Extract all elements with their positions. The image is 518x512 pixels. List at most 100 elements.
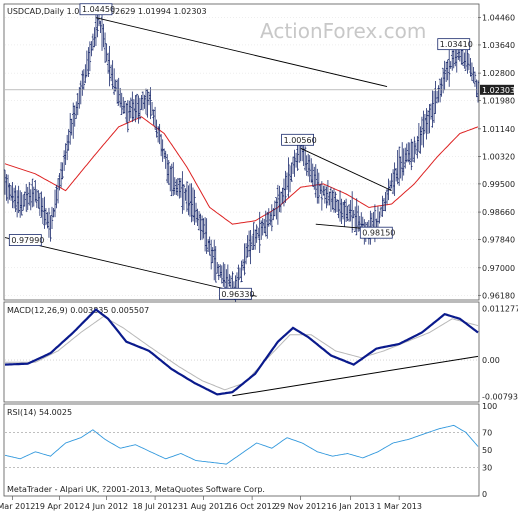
ohlc-bar (65, 134, 69, 161)
ohlc-bar (355, 198, 358, 236)
ohlc-bar (405, 143, 408, 163)
ohlc-bar (199, 213, 202, 241)
ohlc-bar (200, 215, 204, 240)
ohlc-bar (267, 208, 270, 227)
ohlc-bar (346, 205, 349, 222)
ohlc-bar (420, 116, 424, 146)
ohlc-bar (84, 64, 87, 84)
ohlc-bar (47, 207, 51, 238)
annotation-label: 1.04450 (79, 3, 115, 16)
ohlc-bar (305, 155, 308, 176)
ohlc-bar (56, 178, 60, 204)
price-tick-label: 0.97000 (482, 264, 515, 273)
ohlc-bar (15, 190, 19, 218)
ohlc-bar (117, 77, 120, 106)
ohlc-bar (275, 197, 278, 220)
ohlc-bar (25, 183, 28, 212)
ohlc-bar (273, 200, 277, 217)
ohlc-bar (72, 102, 75, 139)
ohlc-bar (400, 142, 404, 181)
macd-y-axis: 0.011277 0.00 -0.007932 (482, 304, 518, 401)
ohlc-bar (269, 212, 272, 226)
ohlc-bar (347, 204, 351, 222)
ohlc-bar (278, 185, 281, 213)
ohlc-bar (126, 100, 129, 133)
ohlc-bar (314, 164, 317, 198)
ohlc-bar (94, 11, 98, 46)
ohlc-bar (223, 263, 227, 290)
trendline (95, 17, 388, 87)
ohlc-bar (191, 187, 195, 222)
x-tick-label: 18 Jul 2012 (132, 502, 177, 511)
ohlc-bar (413, 136, 416, 163)
rsi-levels (5, 432, 478, 468)
ohlc-bar (202, 218, 205, 239)
ohlc-bar (322, 185, 325, 196)
ohlc-bar (55, 184, 58, 209)
price-tick-label: 1.01140 (482, 125, 515, 134)
ohlc-bar (408, 142, 411, 165)
trendline (300, 147, 392, 192)
rsi-tick-label: 30 (482, 464, 492, 473)
ohlc-bar (152, 109, 155, 125)
annotation-label: 1.00560 (281, 133, 317, 146)
ohlc-bar (349, 200, 352, 222)
ohlc-bar (323, 185, 327, 204)
ohlc-bar (129, 97, 133, 119)
ohlc-bar (143, 94, 146, 109)
ohlc-bar (159, 134, 163, 157)
footer-copyright: MetaTrader - Alpari UK, ?2001-2013, Meta… (7, 485, 265, 494)
ohlc-bar (93, 27, 96, 48)
ohlc-bar (326, 179, 330, 206)
ohlc-bar (20, 192, 23, 216)
current-price-box (480, 84, 514, 95)
ohlc-bar (131, 91, 134, 123)
ohlc-bar (206, 239, 210, 252)
ohlc-bar (68, 112, 72, 145)
ohlc-bar (272, 208, 275, 221)
ohlc-bar (137, 95, 140, 124)
ohlc-bar (105, 43, 108, 62)
ohlc-bar (156, 125, 160, 143)
annotation-text: 1.03410 (440, 40, 473, 49)
ohlc-bar (423, 113, 427, 134)
price-y-axis: 1.04460 1.03640 1.02800 1.01980 1.01140 1.003… (478, 13, 515, 300)
ohlc-bar (153, 106, 157, 130)
ohlc-bar (81, 70, 84, 96)
macd-tick-label: 0.00 (482, 356, 500, 365)
ohlc-bar (441, 67, 445, 94)
ohlc-bar (18, 190, 22, 218)
ohlc-bar (335, 198, 339, 213)
ohlc-bar (252, 222, 255, 250)
ohlc-bar (88, 41, 92, 72)
ohlc-bar (114, 79, 117, 92)
annotation-label: 0.97990 (8, 234, 44, 246)
ohlc-bar (11, 181, 14, 209)
annotation-text: 0.96330 (221, 290, 254, 299)
ohlc-bar (410, 138, 413, 171)
ohlc-bar (132, 99, 136, 121)
ohlc-bar (43, 196, 46, 229)
ohlc-bar (161, 139, 164, 162)
ohlc-bar (122, 97, 125, 114)
ohlc-bar (438, 78, 442, 103)
ohlc-bar (205, 218, 208, 254)
ohlc-bar (264, 210, 267, 237)
x-tick-label: 4 Jun 2012 (85, 502, 128, 511)
ohlc-bar (147, 91, 151, 106)
ohlc-bar (397, 146, 401, 186)
ohlc-bar (6, 174, 10, 204)
ohlc-bar (307, 153, 310, 177)
ohlc-bar (179, 178, 183, 198)
current-price-label: 1.02303 (482, 86, 515, 95)
ohlc-bar (260, 220, 263, 240)
ohlc-bar (70, 118, 73, 136)
ohlc-bar (425, 108, 428, 140)
ohlc-bar (106, 52, 110, 74)
ohlc-bar (282, 178, 286, 207)
ohlc-bar (197, 211, 201, 231)
ohlc-bar (297, 145, 301, 163)
annotation-text: 1.00560 (284, 136, 317, 145)
ohlc-bar (219, 264, 222, 278)
ohlc-bar (203, 217, 207, 252)
